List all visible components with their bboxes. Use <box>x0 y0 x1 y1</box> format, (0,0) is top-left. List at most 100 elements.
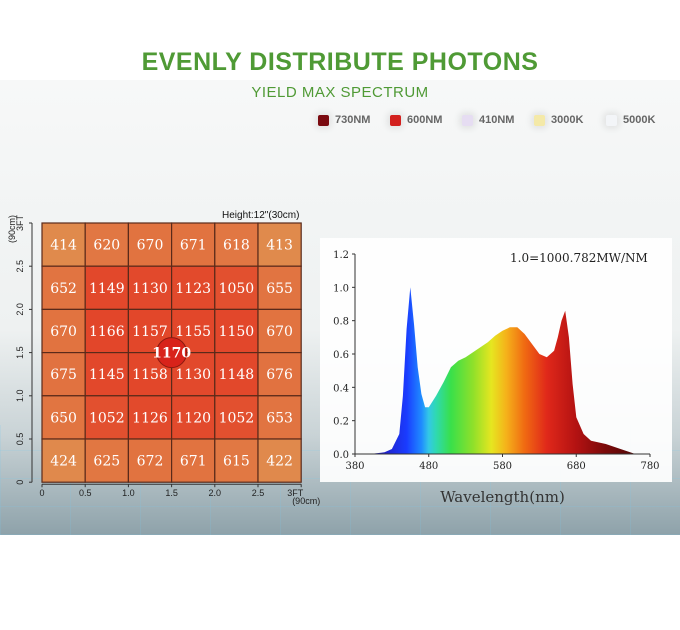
heatmap-center-marker <box>156 337 188 369</box>
heatmap-x-tick-label: 0.5 <box>79 488 92 498</box>
heatmap-cell-value: 670 <box>266 324 293 340</box>
spectrum-x-tick-label: 580 <box>493 461 512 472</box>
heatmap-x-tick-label: 1.5 <box>165 488 178 498</box>
heatmap-cell-value: 670 <box>137 238 164 254</box>
spectrum-legend: 730NM 600NM 410NM 3000K 5000K <box>318 114 668 136</box>
spectrum-y-tick-label: 0.6 <box>333 350 349 361</box>
heatmap-cell <box>84 438 129 483</box>
legend-label: 600NM <box>407 114 443 126</box>
heatmap-cell <box>257 222 302 267</box>
heatmap-cell-value: 671 <box>180 454 207 470</box>
legend-swatch <box>318 114 329 126</box>
heatmap-cell-value: 671 <box>180 238 207 254</box>
spectrum-area <box>355 287 650 454</box>
heatmap-cell <box>127 438 173 483</box>
heatmap-cell-value: 676 <box>266 367 293 383</box>
heatmap-y-unit: (90cm) <box>7 215 17 243</box>
legend-swatch <box>462 114 473 126</box>
spectrum-y-tick-label: 1.2 <box>333 250 349 261</box>
legend-item-600nm: 600NM <box>390 114 442 126</box>
heatmap-cell-value: 1050 <box>219 281 255 297</box>
heatmap-height-label: Height:12"(30cm) <box>222 210 300 221</box>
page-title: EVENLY DISTRIBUTE PHOTONS <box>141 48 539 76</box>
heatmap-cell-value: 652 <box>50 281 77 297</box>
heatmap-cell <box>171 438 216 483</box>
heatmap-cell-value: 1126 <box>132 410 168 426</box>
heatmap-cell <box>214 395 259 440</box>
legend-item-730nm: 730NM <box>318 114 370 126</box>
heatmap-cell-value: 615 <box>223 454 250 470</box>
spectrum-y-tick-label: 0.8 <box>333 317 349 328</box>
heatmap-cell-value: 1149 <box>89 281 125 297</box>
spectrum-x-tick-label: 780 <box>640 461 659 472</box>
heatmap-cell-value: 414 <box>50 238 77 254</box>
heatmap-cell-value: 653 <box>266 410 293 426</box>
heatmap-cell-value: 620 <box>93 238 120 254</box>
heatmap-cell-value: 1166 <box>89 324 125 340</box>
heatmap-x-tick-label: 0 <box>39 488 44 498</box>
heatmap-cell-value: 650 <box>50 410 77 426</box>
spectrum-y-tick-label: 1.0 <box>333 283 349 294</box>
legend-label: 730NM <box>335 114 371 126</box>
heatmap-x-unit: (90cm) <box>292 496 320 506</box>
heatmap-cell-value: 1120 <box>175 410 211 426</box>
legend-item-410nm: 410NM <box>462 114 514 126</box>
heatmap-y-tick-label: 0.5 <box>15 433 25 446</box>
heatmap-cell-value: 625 <box>93 454 120 470</box>
heatmap-cell-value: 1052 <box>219 410 255 426</box>
spectrum-annotation: 1.0=1000.782MW/NM <box>510 251 648 265</box>
spectrum-y-tick-label: 0.2 <box>333 417 349 428</box>
heatmap-cell <box>171 222 216 267</box>
spectrum-x-label: Wavelength(nm) <box>440 488 565 506</box>
heatmap-cell-value: 422 <box>266 454 293 470</box>
page-subtitle: YIELD MAX SPECTRUM <box>251 84 429 101</box>
legend-item-5000k: 5000K <box>606 114 655 126</box>
heatmap-cell-value: 1150 <box>219 324 255 340</box>
heatmap-cell-value: 1052 <box>89 410 125 426</box>
heatmap-cell <box>257 308 302 354</box>
heatmap-cell <box>41 265 86 311</box>
heatmap-cell-value: 1148 <box>219 367 255 383</box>
heatmap-cell <box>257 438 302 483</box>
heatmap-y-tick-label: 2.0 <box>15 303 25 316</box>
heatmap-y-tick-label: 3FT <box>15 215 25 232</box>
heatmap-cell-value: 1157 <box>132 324 168 340</box>
spectrum-x-tick-label: 480 <box>419 461 438 472</box>
heatmap-x-tick-label: 2.0 <box>209 488 222 498</box>
heatmap-cell <box>214 265 259 311</box>
heatmap-cell-value: 1145 <box>89 367 125 383</box>
heatmap-cell-value: 1130 <box>132 281 168 297</box>
heatmap-x-tick-label: 2.5 <box>252 488 265 498</box>
legend-swatch <box>390 114 401 126</box>
heatmap-cell <box>84 265 129 311</box>
heatmap-cell-value: 672 <box>137 454 164 470</box>
legend-item-3000k: 3000K <box>534 114 583 126</box>
heatmap-y-tick-label: 1.5 <box>15 346 25 359</box>
heatmap-cell-value: 413 <box>266 238 293 254</box>
heatmap-cell <box>214 222 259 267</box>
heatmap-y-tick-label: 0 <box>15 480 25 485</box>
heatmap-cell-value: 618 <box>223 238 250 254</box>
heatmap-cell <box>127 395 173 440</box>
spectrum-y-tick-label: 0.0 <box>333 450 349 461</box>
heatmap-cell-value: 1123 <box>175 281 211 297</box>
heatmap-cell <box>214 308 259 354</box>
heatmap-cell <box>84 395 129 440</box>
heatmap-cell-value: 1155 <box>175 324 211 340</box>
heatmap-cell-value: 655 <box>266 281 293 297</box>
spectrum-x-tick-label: 380 <box>345 461 364 472</box>
spectrum-y-tick-label: 0.4 <box>333 383 349 394</box>
heatmap-y-tick-label: 1.0 <box>15 390 25 403</box>
heatmap-x-tick-label: 3FT <box>287 488 304 498</box>
legend-label: 410NM <box>479 114 515 126</box>
spectrum-x-tick-label: 680 <box>567 461 586 472</box>
heatmap-center-value: 1170 <box>152 346 191 362</box>
heatmap-x-tick-label: 1.0 <box>122 488 135 498</box>
heatmap-y-tick-label: 2.5 <box>15 260 25 273</box>
heatmap-cell <box>257 395 302 440</box>
heatmap-cell-value: 1130 <box>175 367 211 383</box>
legend-swatch <box>606 114 617 126</box>
heatmap-cell-value: 670 <box>50 324 77 340</box>
